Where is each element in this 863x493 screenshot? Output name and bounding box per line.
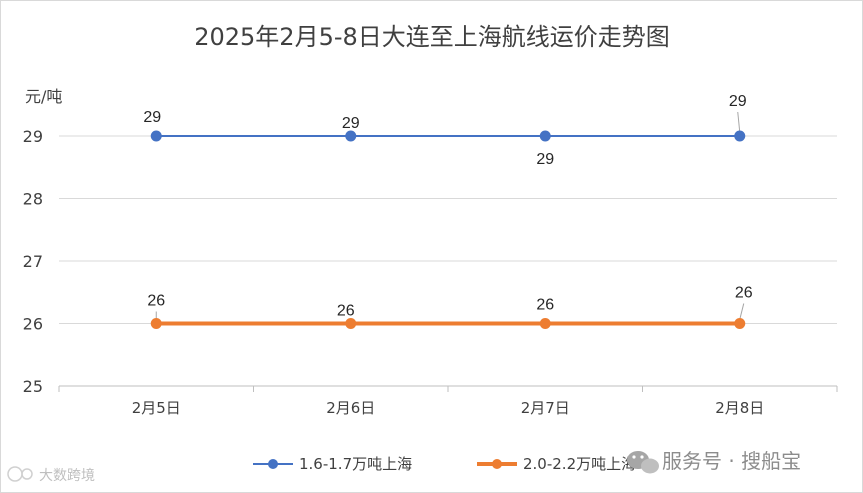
watermark-brand: 服务号 · 搜船宝 xyxy=(662,449,801,473)
y-tick-labels: 25 26 27 28 29 xyxy=(23,127,43,396)
legend-label: 2.0-2.2万吨上海 xyxy=(523,455,636,473)
data-point xyxy=(150,130,162,142)
y-tick-label: 28 xyxy=(23,190,43,209)
wechat-icon xyxy=(627,451,659,474)
data-point xyxy=(345,130,357,142)
data-point xyxy=(539,318,551,329)
series-1: 29 29 29 29 xyxy=(143,93,746,168)
x-tick-label: 2月5日 xyxy=(132,399,181,417)
data-label: 29 xyxy=(729,93,747,110)
data-label-leader xyxy=(737,111,741,133)
data-label: 26 xyxy=(147,293,165,310)
legend-marker xyxy=(492,459,502,469)
chart-title: 2025年2月5-8日大连至上海航线运价走势图 xyxy=(194,23,670,51)
legend-label: 1.6-1.7万吨上海 xyxy=(299,455,412,473)
data-label-leader xyxy=(739,303,745,320)
x-tick-labels: 2月5日 2月6日 2月7日 2月8日 xyxy=(132,399,765,417)
legend-item-2: 2.0-2.2万吨上海 xyxy=(477,455,636,473)
series-2: 26 26 26 26 xyxy=(147,285,753,329)
data-label: 29 xyxy=(143,109,161,126)
y-tick-label: 29 xyxy=(23,127,43,146)
watermark-small: 大数跨境 xyxy=(39,468,95,484)
watermark-small-logo xyxy=(7,466,33,482)
data-point xyxy=(345,318,357,329)
data-label: 26 xyxy=(337,303,355,320)
x-tick-label: 2月7日 xyxy=(521,399,570,417)
x-tick-label: 2月6日 xyxy=(326,399,375,417)
data-point xyxy=(734,318,746,329)
data-point xyxy=(539,130,551,142)
data-label: 29 xyxy=(536,151,554,168)
data-point xyxy=(150,318,162,329)
gridlines xyxy=(58,135,838,392)
y-axis-label: 元/吨 xyxy=(25,87,62,106)
x-tick-label: 2月8日 xyxy=(715,399,764,417)
series-group: 29 29 29 29 26 26 26 26 xyxy=(143,93,753,329)
watermark: 服务号 · 搜船宝 大数跨境 xyxy=(7,449,801,484)
legend: 1.6-1.7万吨上海 2.0-2.2万吨上海 xyxy=(253,455,636,473)
y-tick-label: 27 xyxy=(23,252,43,271)
y-tick-label: 26 xyxy=(23,315,43,334)
y-tick-label: 25 xyxy=(23,377,43,396)
data-label: 29 xyxy=(342,115,360,132)
data-point xyxy=(734,130,746,142)
legend-item-1: 1.6-1.7万吨上海 xyxy=(253,455,412,473)
data-label: 26 xyxy=(735,285,753,302)
legend-marker xyxy=(268,459,278,469)
data-label: 26 xyxy=(536,297,554,314)
